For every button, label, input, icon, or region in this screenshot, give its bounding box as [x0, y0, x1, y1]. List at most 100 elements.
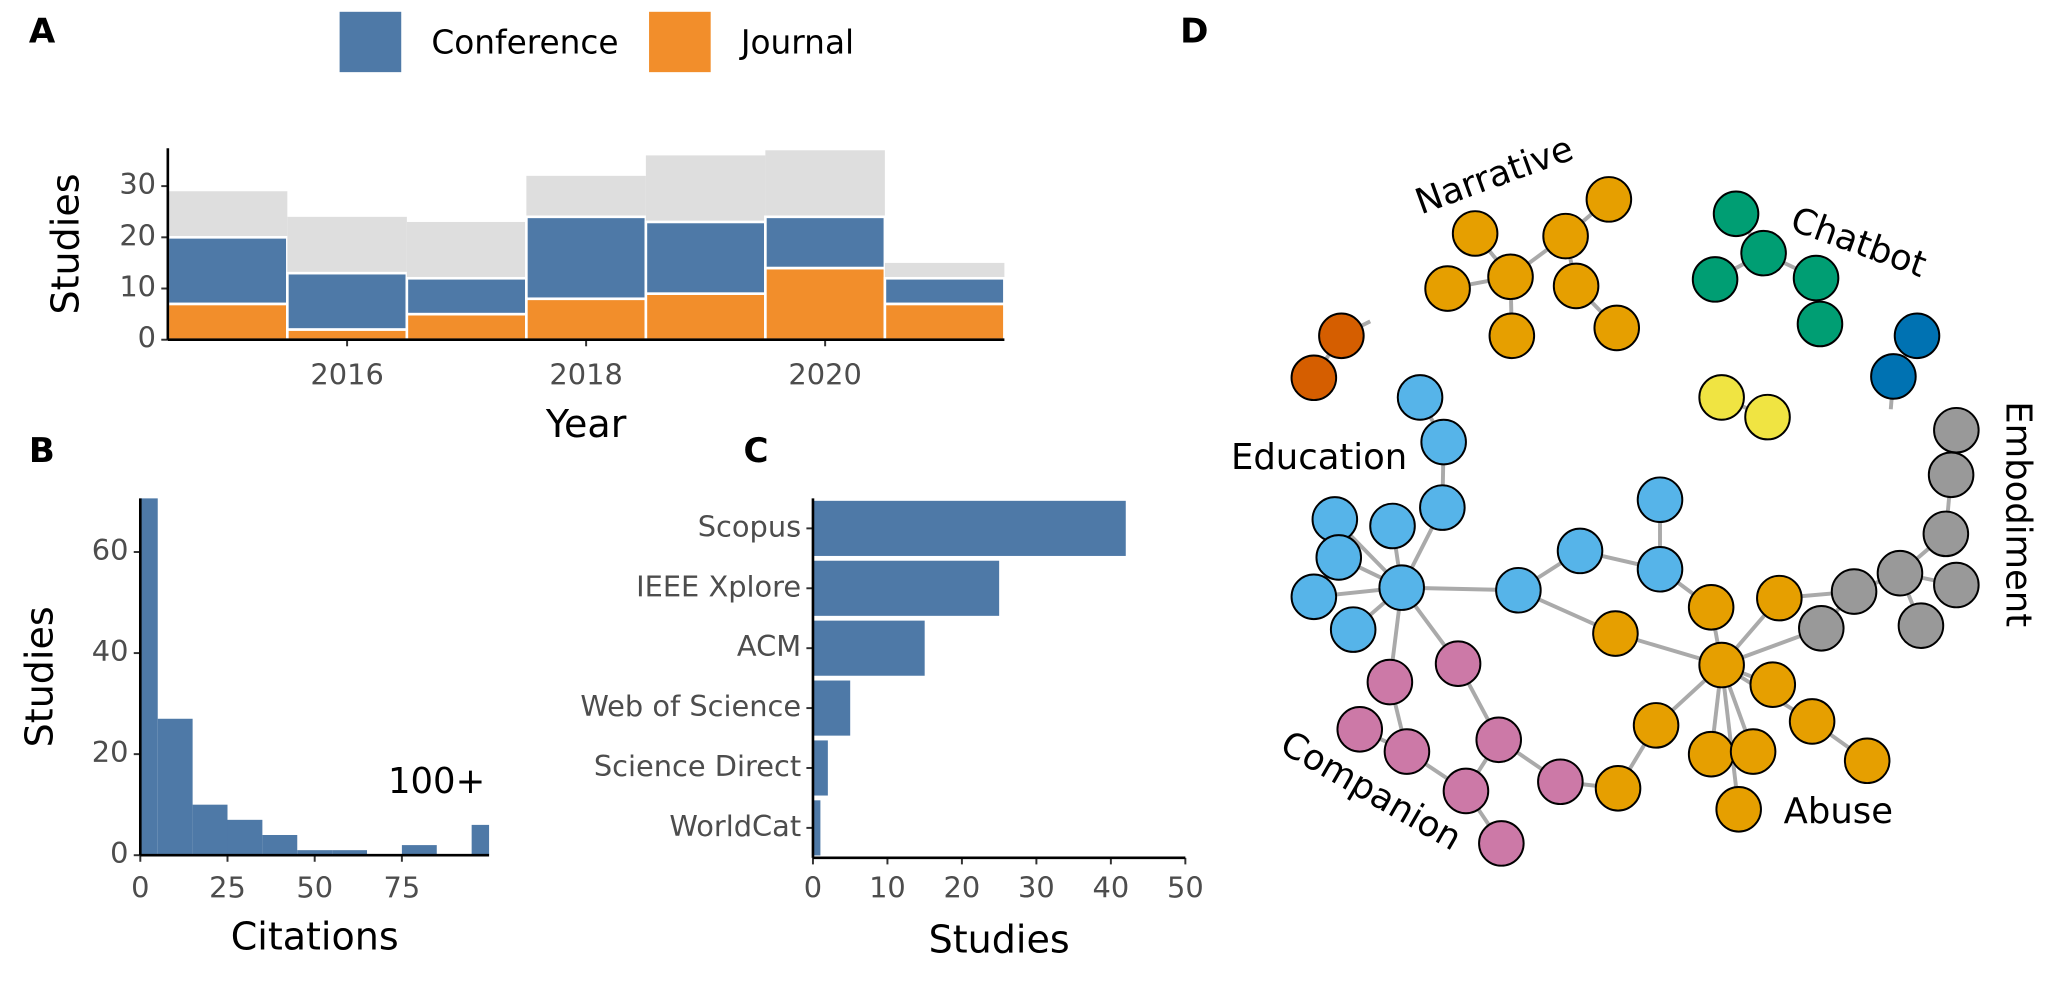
node	[1796, 300, 1844, 348]
bar-segment	[286, 271, 409, 331]
group-label: Embodiment	[1998, 401, 2039, 627]
node	[1585, 176, 1633, 223]
node	[1715, 786, 1762, 833]
node	[1687, 730, 1735, 778]
bar	[812, 500, 1126, 556]
node	[1366, 658, 1414, 706]
node	[1756, 574, 1803, 622]
bar-segment	[883, 276, 1006, 306]
node	[1424, 265, 1471, 312]
x-tick-label: 0	[804, 870, 822, 904]
node	[1897, 602, 1945, 649]
bar-segment	[883, 302, 1006, 342]
node	[1475, 716, 1523, 764]
x-tick-label: 2016	[310, 357, 383, 391]
y-axis-title: Studies	[44, 173, 88, 314]
node	[1933, 406, 1980, 454]
histogram-bar	[157, 718, 193, 856]
node	[1369, 502, 1416, 550]
bar-segment	[764, 215, 887, 270]
x-axis-title: Studies	[929, 917, 1070, 961]
node	[1318, 312, 1365, 360]
node	[1552, 262, 1600, 310]
y-tick-label: 40	[92, 634, 129, 668]
node	[1870, 353, 1917, 400]
x-tick-label: 40	[1093, 870, 1130, 904]
bar	[812, 680, 851, 736]
x-tick-label: 25	[209, 870, 246, 904]
y-tick-label: 20	[119, 218, 156, 252]
y-tick-label: 10	[119, 270, 156, 304]
panel-letter: B	[29, 431, 55, 471]
node	[1712, 190, 1760, 238]
node	[1933, 561, 1980, 609]
bar-segment	[286, 328, 409, 342]
network	[1290, 176, 1980, 867]
bar-segment	[644, 220, 767, 295]
node	[1478, 820, 1525, 867]
y-tick-label: Science Direct	[594, 749, 801, 783]
node	[1451, 210, 1499, 257]
node	[1927, 451, 1975, 499]
node	[1729, 728, 1777, 775]
histogram-bar	[140, 498, 158, 856]
node	[1788, 698, 1836, 745]
x-tick-label: 2018	[549, 357, 622, 391]
node	[1830, 568, 1878, 615]
node	[1691, 256, 1739, 303]
y-tick-label: IEEE Xplore	[636, 569, 801, 603]
histogram-bar	[262, 834, 298, 856]
histogram-bar	[297, 850, 333, 856]
node	[1336, 706, 1384, 753]
x-tick-label: 75	[384, 870, 421, 904]
x-tick-label: 50	[296, 870, 333, 904]
node	[1740, 229, 1787, 277]
node	[1434, 640, 1482, 687]
y-tick-label: WorldCat	[669, 809, 801, 843]
y-tick-label: Web of Science	[580, 689, 801, 723]
node	[1396, 374, 1444, 421]
group-label: Education	[1231, 437, 1407, 478]
legend-swatch	[649, 11, 711, 73]
bar-segment	[764, 266, 887, 342]
node	[1698, 641, 1745, 689]
histogram-bar	[332, 850, 368, 856]
group-label: Abuse	[1784, 791, 1893, 832]
bar-segment	[405, 276, 528, 316]
node	[1798, 605, 1845, 652]
node	[1636, 545, 1684, 593]
panel-letter: D	[1180, 11, 1208, 51]
node	[1290, 573, 1338, 621]
node	[1419, 484, 1466, 531]
node	[1537, 758, 1584, 806]
node	[1749, 661, 1797, 708]
legend-label: Conference	[431, 24, 618, 62]
node	[1442, 767, 1490, 815]
node	[1636, 476, 1684, 524]
histogram-bars	[140, 498, 490, 856]
x-tick-label: 0	[131, 870, 149, 904]
node	[1593, 304, 1641, 352]
bar	[812, 800, 821, 856]
bar-segment	[405, 312, 528, 342]
node	[1378, 564, 1425, 611]
node	[1556, 527, 1604, 575]
bar	[812, 620, 925, 676]
node	[1698, 374, 1745, 421]
x-tick-label: 20	[944, 870, 981, 904]
node	[1592, 610, 1639, 657]
x-axis-title: Year	[545, 402, 627, 446]
histogram-bar	[401, 845, 437, 856]
node	[1876, 549, 1924, 597]
node	[1488, 312, 1536, 360]
node	[1843, 737, 1891, 785]
y-tick-label: 30	[119, 167, 156, 201]
edge	[1719, 664, 1741, 810]
x-axis-title: Citations	[231, 915, 399, 959]
node	[1792, 254, 1840, 302]
node	[1487, 253, 1534, 301]
node	[1315, 534, 1363, 581]
y-tick-label: 60	[92, 533, 129, 567]
